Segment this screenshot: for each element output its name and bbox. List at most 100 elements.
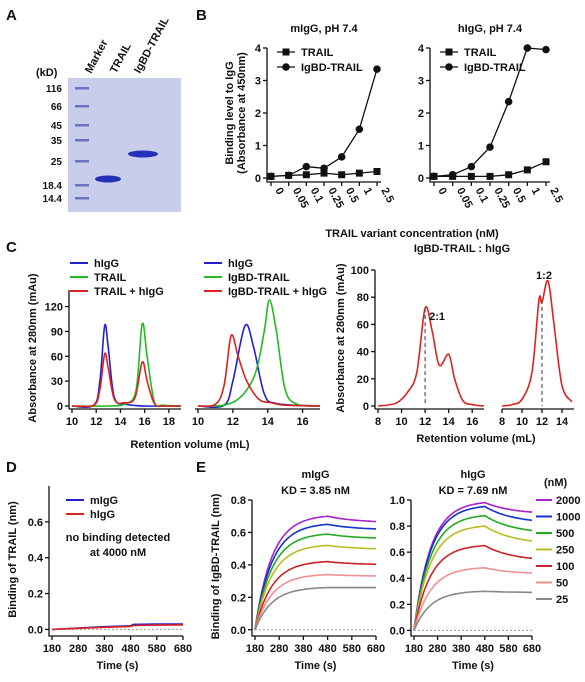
binding-curve (413, 501, 533, 631)
x-axis-label: Retention volume (mL) (416, 433, 536, 445)
panel-d-chart: 0.0 0.2 0.4 0.6 180 280 380 480 580 680 Time (s) Bi… (7, 486, 192, 672)
binding-curve (413, 544, 533, 631)
panel-c-x-label: Retention volume (mL) (130, 439, 250, 451)
panel-e-migg-chart: 0.0 0.2 0.4 0.6 0.8 180 280 380 480 580 680 Time (s… (210, 469, 385, 672)
data-point-square (338, 171, 346, 179)
x-tick-label: 8 (375, 416, 381, 428)
chart-title: mIgG (301, 469, 329, 481)
marker-kd-label: 14.4 (43, 194, 63, 205)
legend-label: hIgG (228, 258, 253, 270)
gel-panel: Marker TRAIL IgBD-TRAIL (kD) 116 66 45 35 25… (36, 15, 181, 212)
data-point-square (505, 171, 513, 179)
x-tick-label: 0 (272, 186, 285, 197)
legend-title: (nM) (544, 477, 568, 489)
binding-curve (413, 590, 532, 631)
gel-band-igbd-trail (128, 150, 158, 158)
binding-curve (254, 515, 377, 630)
y-axis-label: Absorbance at 280nm (mAu) (27, 273, 39, 422)
annotation-ratio: 2:1 (429, 311, 445, 323)
y-tick-label: 60 (357, 319, 369, 331)
y-tick-label: 0.6 (231, 527, 246, 539)
y-tick-label: 0.8 (390, 521, 405, 533)
chart-subtitle: KD = 3.85 nM (281, 485, 350, 497)
x-tick-label: 10 (192, 416, 204, 428)
x-tick-label: 480 (318, 643, 336, 655)
y-tick-label: 0.2 (390, 599, 405, 611)
y-tick-label: 4 (255, 43, 262, 55)
chromatogram-trace (197, 333, 321, 408)
data-point-circle (467, 162, 476, 171)
legend-marker-circle (445, 63, 453, 71)
x-tick-label: 16 (139, 416, 151, 428)
x-tick-label: 8 (499, 416, 505, 428)
y-axis-label: Binding of TRAIL (nm) (7, 501, 19, 618)
data-point-square (302, 171, 310, 179)
chromatogram-trace (501, 279, 573, 407)
x-tick-label: 0.05 (454, 186, 475, 211)
y-tick-label: 120 (45, 302, 63, 314)
data-point-circle (486, 143, 494, 151)
x-tick-label: 1 (529, 186, 542, 197)
data-point-circle (448, 170, 457, 179)
y-tick-label: 3 (255, 76, 261, 88)
legend-label: hIgG (94, 258, 119, 270)
data-point-circle (373, 65, 381, 73)
y-tick-label: 0.4 (28, 553, 44, 565)
x-tick-label: 0.05 (290, 186, 311, 211)
x-tick-label: 580 (343, 643, 361, 655)
y-tick-label: 20 (357, 374, 369, 386)
legend-label: IgBD-TRAIL + hIgG (228, 286, 327, 298)
gel-band-trail (95, 175, 121, 183)
panel-letter-b: B (196, 7, 207, 24)
legend-label: IgBD-TRAIL (464, 62, 526, 74)
y-tick-label: 0.8 (231, 495, 246, 507)
data-point-square (355, 169, 363, 177)
x-tick-label: 0.25 (491, 186, 512, 211)
x-tick-label: 16 (296, 416, 308, 428)
y-tick-label: 30 (51, 376, 63, 388)
chromatogram-trace (71, 352, 182, 408)
panel-c-igbd-chart: 10 12 14 16 hIgG IgBD-TRAIL IgBD-TRAIL + hIgG (192, 258, 327, 428)
binding-curve (254, 544, 377, 630)
x-tick-label: 1 (361, 186, 374, 197)
y-tick-label: 0 (255, 173, 261, 185)
chromatogram-trace (71, 323, 182, 409)
binding-curve (413, 566, 533, 631)
x-tick-label: 0.1 (473, 186, 491, 205)
x-tick-label: 12 (227, 416, 239, 428)
legend-label: IgBD-TRAIL (228, 272, 290, 284)
x-tick-label: 280 (69, 643, 87, 655)
axis-lines (266, 48, 381, 183)
x-tick-label: 10 (66, 416, 78, 428)
gel-image (68, 78, 181, 212)
chart-subtitle: KD = 7.69 nM (439, 485, 508, 497)
x-tick-label: 0.25 (325, 186, 346, 211)
marker-band (75, 197, 89, 200)
y-tick-label: 4 (418, 43, 425, 55)
x-tick-label: 180 (43, 643, 61, 655)
legend-marker-square (445, 48, 453, 56)
data-point-square (320, 169, 328, 177)
binding-curve (254, 523, 377, 630)
data-point-circle (337, 153, 346, 161)
x-tick-label: 16 (466, 416, 478, 428)
y-tick-label: 2 (418, 108, 424, 120)
x-tick-label: 180 (246, 643, 264, 655)
x-axis-label: Time (s) (295, 660, 337, 672)
gel-kd-title: (kD) (36, 67, 58, 79)
y-tick-label: 0 (363, 401, 369, 413)
binding-curve (51, 624, 184, 631)
x-tick-label: 480 (121, 643, 139, 655)
series-line-igbd-trail (270, 68, 378, 178)
annotation-text: at 4000 nM (90, 547, 146, 559)
x-tick-label: 0 (435, 186, 448, 197)
x-tick-label: 280 (428, 643, 446, 655)
y-tick-label: 1 (255, 141, 261, 153)
data-point-square (523, 166, 531, 174)
binding-curve (254, 533, 377, 630)
chromatogram-trace (377, 305, 485, 407)
legend-marker-square (282, 48, 290, 56)
legend-label: hIgG (90, 509, 115, 521)
y-tick-label: 0.4 (390, 573, 406, 585)
